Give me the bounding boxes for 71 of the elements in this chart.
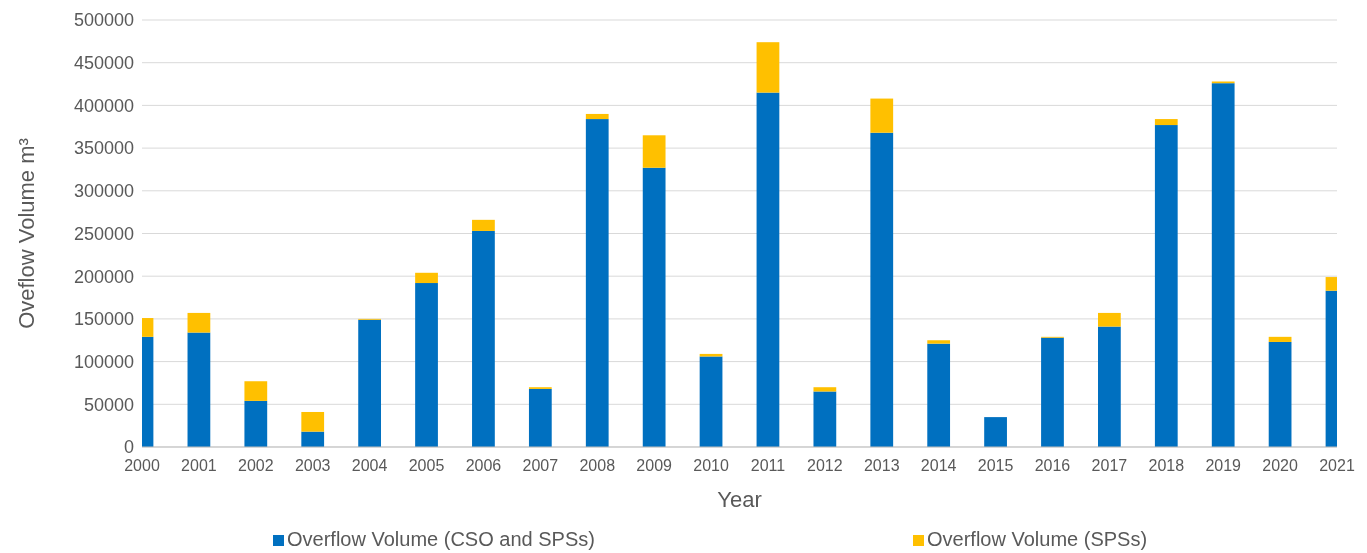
x-tick-label: 2008: [579, 457, 616, 474]
y-tick-label: 300000: [73, 181, 134, 202]
bar: [301, 411, 325, 432]
x-tick-label: 2006: [465, 457, 502, 474]
bar: [1268, 336, 1292, 342]
y-tick-label: 450000: [73, 53, 134, 73]
bar: [585, 119, 609, 447]
bar: [813, 391, 837, 447]
x-tick-label: 2016: [1034, 457, 1071, 474]
bar: [927, 340, 951, 344]
bar: [642, 167, 666, 447]
y-axis-title: Oveflow Volume m³: [14, 138, 39, 329]
x-tick-label: 2000: [124, 457, 160, 474]
bar: [1154, 125, 1178, 447]
bar: [244, 381, 268, 401]
bar: [1211, 83, 1235, 447]
bar: [187, 312, 211, 333]
legend-label: Overflow Volume (CSO and SPSs): [287, 528, 595, 550]
bar: [813, 387, 837, 392]
bar: [472, 219, 495, 231]
x-axis-title: Year: [717, 487, 762, 512]
bar: [472, 230, 495, 447]
y-tick-label: 250000: [73, 223, 134, 244]
bar: [642, 135, 666, 168]
bar: [358, 319, 381, 447]
bar: [1041, 337, 1064, 447]
x-tick-label: 2021: [1319, 457, 1355, 474]
y-tick-label: 50000: [83, 394, 134, 415]
x-tick-label: 2004: [351, 457, 388, 474]
x-tick-label: 2018: [1148, 457, 1185, 474]
bar: [984, 417, 1007, 447]
x-tick-label: 2005: [408, 457, 445, 474]
x-tick-label: 2010: [693, 457, 729, 474]
x-tick-label: 2012: [807, 457, 843, 474]
bar: [244, 400, 268, 447]
x-tick-label: 2002: [238, 457, 274, 474]
x-tick-label: 2019: [1205, 457, 1242, 474]
bar: [528, 388, 552, 447]
x-tick-label: 2011: [750, 457, 786, 474]
bar: [301, 431, 325, 447]
y-tick-label: 100000: [73, 351, 134, 372]
x-tick-label: 2014: [920, 457, 957, 474]
y-tick-label: 400000: [73, 95, 134, 116]
bar: [585, 113, 609, 120]
x-tick-label: 2009: [636, 457, 673, 474]
x-tick-label: 2017: [1091, 457, 1128, 474]
x-tick-label: 2001: [181, 457, 217, 474]
x-tick-label: 2013: [863, 457, 900, 474]
bar: [187, 332, 211, 447]
bar: [927, 343, 951, 447]
y-tick-label: 350000: [73, 138, 134, 159]
bar: [756, 42, 780, 93]
bar: [699, 356, 723, 447]
bar: [415, 283, 438, 447]
bar: [415, 272, 438, 284]
y-tick-label: 500000: [73, 10, 134, 31]
x-tick-label: 2020: [1262, 457, 1298, 474]
x-tick-label: 2015: [977, 457, 1014, 474]
x-tick-label: 2003: [294, 457, 331, 474]
bar: [1154, 119, 1178, 126]
x-tick-label: 2007: [522, 457, 559, 474]
bar: [1268, 341, 1292, 447]
bar: [1098, 326, 1121, 447]
y-tick-label: 0: [123, 437, 134, 458]
bar: [870, 98, 894, 133]
bar: [756, 92, 780, 447]
y-tick-label: 200000: [73, 266, 134, 287]
y-tick-label: 150000: [73, 309, 134, 330]
bar: [870, 132, 894, 447]
bar: [1098, 312, 1121, 327]
legend-label: Overflow Volume (SPSs): [927, 528, 1148, 550]
